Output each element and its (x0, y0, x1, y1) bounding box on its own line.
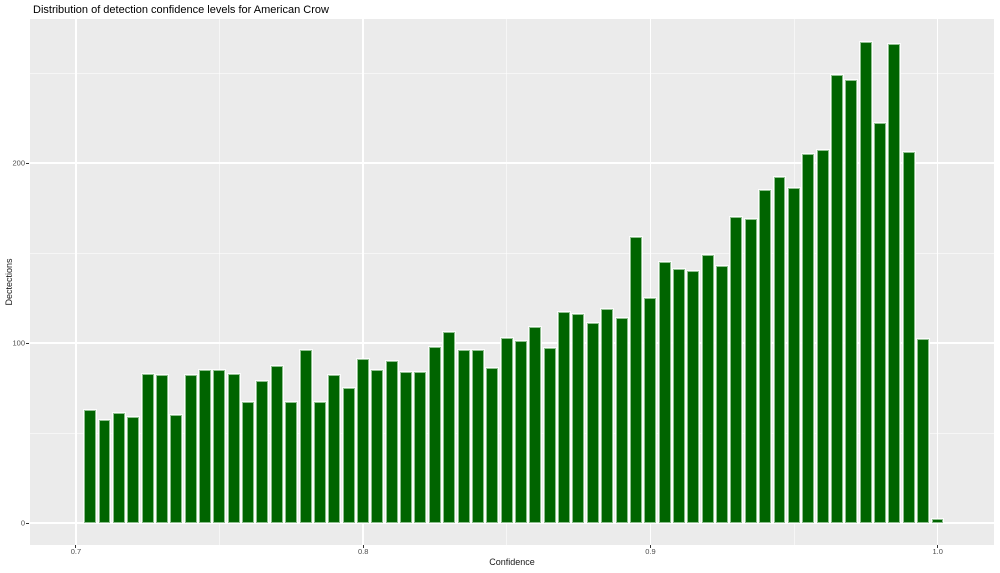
histogram-bar (428, 346, 441, 524)
histogram-bar (802, 154, 815, 524)
histogram-bar (543, 348, 556, 524)
histogram-bar (500, 337, 513, 524)
gridline-major-y (30, 522, 994, 524)
histogram-bar (328, 375, 341, 524)
histogram-bar (644, 298, 657, 524)
histogram-bar (155, 375, 168, 524)
x-tick-mark (937, 545, 939, 548)
histogram-bar (414, 371, 427, 524)
histogram-bar (141, 373, 154, 524)
histogram-bar (313, 402, 326, 524)
x-tick-mark (649, 545, 651, 548)
gridline-major-x (362, 19, 364, 545)
histogram-bar (529, 326, 542, 524)
histogram-bar (787, 188, 800, 524)
histogram-bar (371, 370, 384, 524)
gridline-major-x (936, 19, 939, 545)
histogram-bar (859, 42, 872, 524)
histogram-bar (615, 317, 628, 524)
gridline-minor-y (30, 72, 994, 74)
plot-panel (30, 19, 994, 545)
histogram-bar (586, 323, 599, 524)
histogram-bar (816, 150, 829, 524)
histogram-bar (730, 217, 743, 524)
histogram-bar (601, 308, 614, 524)
gridline-major-x (649, 19, 652, 545)
histogram-bar (773, 177, 786, 524)
x-tick-label: 0.7 (70, 547, 82, 556)
histogram-bar (98, 420, 111, 524)
histogram-bar (874, 123, 887, 524)
histogram-bar (400, 371, 413, 524)
histogram-bar (227, 373, 240, 524)
histogram-bar (744, 218, 757, 524)
histogram-bar (385, 361, 398, 524)
histogram-bar (658, 262, 671, 524)
histogram-bar (572, 314, 585, 524)
histogram-bar (342, 388, 355, 524)
y-axis-title: Dectections (4, 258, 14, 306)
histogram-bar (199, 370, 211, 524)
histogram-bar (357, 359, 369, 524)
y-tick-mark (26, 342, 29, 344)
x-tick-mark (362, 545, 364, 548)
histogram-bar (270, 366, 283, 524)
histogram-bar (184, 375, 197, 524)
histogram-bar (902, 152, 915, 524)
histogram-bar (213, 370, 226, 524)
histogram-bar (127, 416, 140, 524)
histogram-bar (845, 80, 858, 524)
histogram-bar (486, 368, 499, 524)
histogram-bar (170, 415, 183, 524)
histogram-bar (701, 254, 714, 524)
histogram-bar (687, 271, 700, 524)
x-tick-label: 0.9 (645, 547, 656, 556)
gridline-minor-y (30, 252, 994, 254)
x-axis-title: Confidence (489, 557, 535, 567)
histogram-bar (759, 190, 772, 524)
histogram-bar (84, 409, 97, 524)
histogram-bar (457, 350, 470, 524)
y-tick-mark (26, 162, 29, 164)
histogram-bar (471, 350, 484, 524)
histogram-bar (285, 402, 298, 524)
chart-title: Distribution of detection confidence lev… (33, 4, 329, 16)
histogram-bar (299, 350, 312, 524)
histogram-bar (443, 332, 456, 524)
gridline-minor-x (219, 19, 221, 545)
x-tick-label: 0.8 (357, 547, 369, 556)
x-tick-label: 1.0 (932, 547, 943, 556)
gridline-minor-x (506, 19, 508, 545)
histogram-bar (931, 519, 944, 524)
y-tick-label: 0 (20, 518, 25, 528)
y-tick-label: 100 (12, 338, 25, 348)
gridline-major-y (30, 162, 994, 164)
y-tick-mark (26, 522, 29, 524)
histogram-bar (242, 402, 255, 524)
histogram-bar (558, 312, 571, 524)
histogram-bar (256, 380, 269, 524)
histogram-bar (716, 265, 729, 524)
histogram-bar (629, 236, 642, 524)
x-tick-mark (75, 545, 77, 548)
gridline-major-x (75, 19, 77, 545)
histogram-bar (515, 341, 527, 524)
histogram-bar (888, 44, 901, 524)
histogram-bar (917, 339, 930, 524)
histogram-bar (830, 74, 843, 524)
histogram-bar (672, 269, 685, 524)
y-tick-label: 200 (12, 158, 25, 168)
histogram-bar (112, 413, 125, 524)
